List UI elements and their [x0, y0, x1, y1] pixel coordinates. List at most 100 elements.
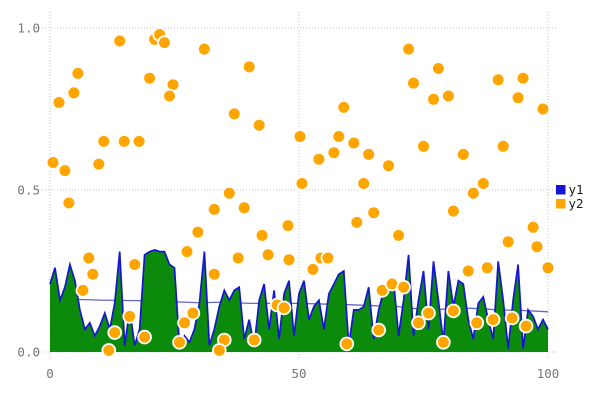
scatter-point — [185, 305, 201, 321]
scatter-point — [177, 315, 192, 331]
scatter-point — [339, 336, 355, 352]
scatter-point — [294, 176, 310, 191]
scatter-point — [207, 266, 222, 282]
scatter-point — [190, 224, 206, 240]
scatter-point — [465, 185, 481, 201]
scatter-point — [446, 303, 461, 319]
scatter-point — [57, 163, 73, 178]
legend-swatch-y1-icon — [556, 185, 566, 195]
scatter-point — [276, 300, 292, 316]
scatter-point — [107, 325, 122, 340]
scatter-point — [401, 41, 416, 57]
scatter-point — [479, 260, 495, 276]
scatter-point — [391, 228, 406, 243]
x-tick-label: 0 — [46, 366, 54, 381]
scatter-point — [137, 329, 152, 345]
scatter-point — [142, 70, 157, 86]
y-tick-label: 1.0 — [17, 21, 40, 36]
scatter-point — [485, 312, 501, 327]
scatter-point — [251, 117, 267, 133]
scatter-point — [490, 72, 506, 88]
scatter-point — [396, 279, 411, 295]
x-tick-label: 100 — [537, 366, 560, 381]
x-tick-label: 50 — [291, 366, 306, 381]
scatter-point — [535, 101, 551, 117]
scatter-point — [45, 155, 61, 170]
scatter-point — [246, 332, 262, 348]
scatter-point — [349, 215, 365, 230]
scatter-point — [441, 88, 456, 104]
scatter-point — [356, 176, 372, 191]
scatter-point — [460, 263, 476, 279]
legend-item-y2: y2 — [556, 196, 584, 211]
scatter-point — [431, 61, 446, 76]
scatter-point — [207, 202, 222, 217]
scatter-point — [406, 75, 421, 91]
scatter-point — [426, 92, 441, 107]
scatter-point — [230, 250, 246, 266]
scatter-point — [157, 35, 172, 50]
scatter-point — [371, 322, 387, 338]
scatter-point — [85, 266, 101, 282]
scatter-point — [81, 250, 97, 266]
legend-swatch-y2-icon — [556, 199, 566, 209]
scatter-point — [331, 129, 347, 144]
scatter-point — [421, 305, 436, 321]
scatter-point — [510, 90, 526, 105]
scatter-point — [101, 343, 117, 358]
area-series-y1-edge — [49, 249, 549, 349]
scatter-point — [70, 66, 86, 81]
scatter-point — [127, 257, 143, 272]
scatter-point — [469, 315, 485, 331]
scatter-point — [320, 250, 336, 266]
scatter-point — [241, 59, 257, 75]
scatter-point — [197, 41, 212, 57]
scatter-point — [179, 244, 195, 259]
scatter-point — [455, 147, 471, 162]
y-tick-label: 0.5 — [17, 183, 40, 198]
scatter-point — [281, 252, 297, 268]
scatter-point — [260, 247, 276, 263]
legend-label: y1 — [569, 182, 584, 197]
scatter-point — [51, 95, 67, 110]
scatter-point — [495, 139, 511, 154]
scatter-point — [504, 310, 520, 326]
scatter-point — [116, 134, 132, 149]
scatter-point — [96, 134, 112, 149]
scatter-point — [416, 139, 431, 154]
scatter-point — [525, 220, 541, 235]
scatter-point — [254, 228, 270, 243]
scatter-point — [162, 88, 177, 104]
scatter-point — [61, 195, 77, 211]
scatter-point — [515, 70, 531, 86]
scatter-point — [75, 283, 91, 298]
scatter-point — [475, 176, 491, 191]
scatter-point — [292, 129, 308, 144]
scatter-point — [112, 33, 127, 49]
scatter-point — [500, 234, 516, 250]
scatter-point — [236, 200, 252, 216]
scatter-point — [518, 318, 534, 334]
scatter-point — [361, 147, 377, 162]
scatter-point — [326, 145, 342, 161]
scatter-point — [366, 205, 382, 221]
scatter-point — [381, 158, 396, 174]
scatter-point — [66, 85, 82, 101]
scatter-point — [91, 156, 107, 172]
scatter-point — [222, 185, 237, 201]
scatter-point — [212, 343, 227, 358]
legend-item-y1: y1 — [556, 182, 584, 197]
scatter-point — [436, 334, 451, 350]
scatter-point — [411, 315, 426, 331]
axis-tick-labels: 0.0 0.5 1.0 0 50 100 — [17, 21, 559, 382]
scatter-point — [131, 134, 147, 149]
scatter-point — [446, 203, 461, 219]
scatter-point — [280, 218, 296, 233]
scatter-point — [311, 151, 327, 167]
scatter-point — [346, 135, 362, 151]
scatter-point — [540, 260, 556, 276]
scatter-point — [305, 262, 321, 277]
